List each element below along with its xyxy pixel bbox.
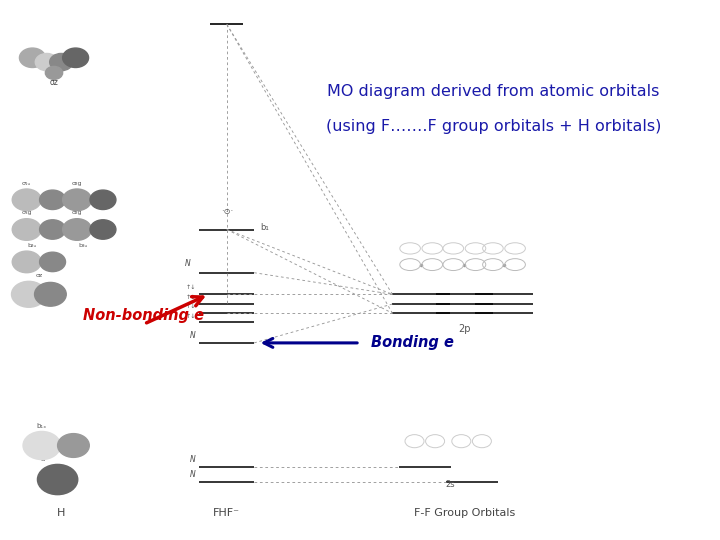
- Text: ↑↓: ↑↓: [185, 295, 196, 300]
- Text: σ₁ᵤ: σ₁ᵤ: [22, 181, 31, 186]
- Circle shape: [37, 464, 78, 495]
- Circle shape: [90, 190, 116, 210]
- Text: ↑↓: ↑↓: [185, 314, 196, 319]
- Text: Bonding e: Bonding e: [371, 335, 454, 350]
- Text: σ₂g: σ₂g: [72, 211, 82, 215]
- Text: MO diagram derived from atomic orbitals: MO diagram derived from atomic orbitals: [327, 84, 660, 99]
- Text: FHF⁻: FHF⁻: [213, 508, 240, 518]
- Text: N: N: [185, 259, 191, 268]
- Circle shape: [50, 53, 73, 71]
- Circle shape: [63, 189, 91, 211]
- Circle shape: [19, 48, 45, 68]
- Text: ·⊙·: ·⊙·: [220, 207, 233, 217]
- Text: b₁ₓ: b₁ₓ: [37, 423, 47, 429]
- Text: σz: σz: [36, 273, 43, 278]
- Text: N: N: [190, 470, 196, 479]
- Text: σz: σz: [50, 78, 58, 87]
- Text: σ₃g: σ₃g: [22, 211, 32, 215]
- Text: b₂ᵤ: b₂ᵤ: [28, 243, 37, 248]
- Circle shape: [90, 220, 116, 239]
- Circle shape: [12, 219, 41, 240]
- Circle shape: [40, 220, 66, 239]
- Circle shape: [40, 190, 66, 210]
- Text: Non-bonding e: Non-bonding e: [83, 308, 204, 323]
- Circle shape: [12, 189, 41, 211]
- Text: N: N: [190, 331, 196, 340]
- Text: aᵍ: aᵍ: [41, 456, 48, 462]
- Circle shape: [12, 281, 46, 307]
- Circle shape: [63, 48, 89, 68]
- Circle shape: [35, 53, 58, 71]
- Text: (using F…….F group orbitals + H orbitals): (using F…….F group orbitals + H orbitals…: [325, 119, 661, 134]
- Circle shape: [12, 251, 41, 273]
- Text: b₁: b₁: [260, 224, 269, 232]
- Text: 2s: 2s: [445, 480, 455, 489]
- Text: b₃ᵤ: b₃ᵤ: [78, 243, 87, 248]
- Circle shape: [45, 66, 63, 79]
- Text: H: H: [57, 508, 66, 518]
- Text: N: N: [190, 455, 196, 464]
- Circle shape: [35, 282, 66, 306]
- Text: F-F Group Orbitals: F-F Group Orbitals: [414, 508, 515, 518]
- Text: ↑↓: ↑↓: [185, 286, 196, 291]
- Circle shape: [23, 431, 60, 460]
- Circle shape: [63, 219, 91, 240]
- Circle shape: [40, 252, 66, 272]
- Text: ↑↓: ↑↓: [185, 305, 196, 309]
- Text: 2p: 2p: [458, 324, 471, 334]
- Text: σ₂g: σ₂g: [72, 181, 82, 186]
- Circle shape: [58, 434, 89, 457]
